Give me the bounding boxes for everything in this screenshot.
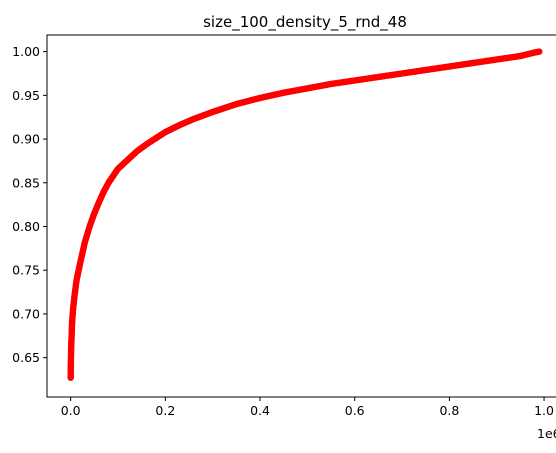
data-point	[536, 48, 543, 55]
plot-frame	[46, 34, 556, 398]
x-offset-label: 1e6	[537, 426, 556, 441]
y-tick-label: 0.70	[12, 306, 40, 321]
x-axis: 0.0 0.2 0.4 0.6 0.8 1.0	[61, 397, 554, 418]
y-tick-label: 0.80	[12, 219, 40, 234]
x-tick-label: 0.0	[61, 403, 81, 418]
y-tick-label: 0.85	[12, 175, 40, 190]
x-tick-label: 0.8	[439, 403, 459, 418]
y-tick-label: 1.00	[12, 44, 40, 59]
data-points	[67, 48, 543, 381]
y-tick-label: 0.65	[12, 350, 40, 365]
chart-title: size_100_density_5_rnd_48	[203, 13, 407, 32]
x-tick-label: 0.2	[155, 403, 175, 418]
y-tick-label: 0.75	[12, 263, 40, 278]
x-tick-label: 1.0	[534, 403, 554, 418]
x-tick-label: 0.6	[345, 403, 365, 418]
y-tick-label: 0.90	[12, 132, 40, 147]
x-tick-label: 0.4	[250, 403, 270, 418]
y-axis: 0.65 0.70 0.75 0.80 0.85 0.90 0.95 1.00	[12, 44, 47, 365]
y-tick-label: 0.95	[12, 88, 40, 103]
